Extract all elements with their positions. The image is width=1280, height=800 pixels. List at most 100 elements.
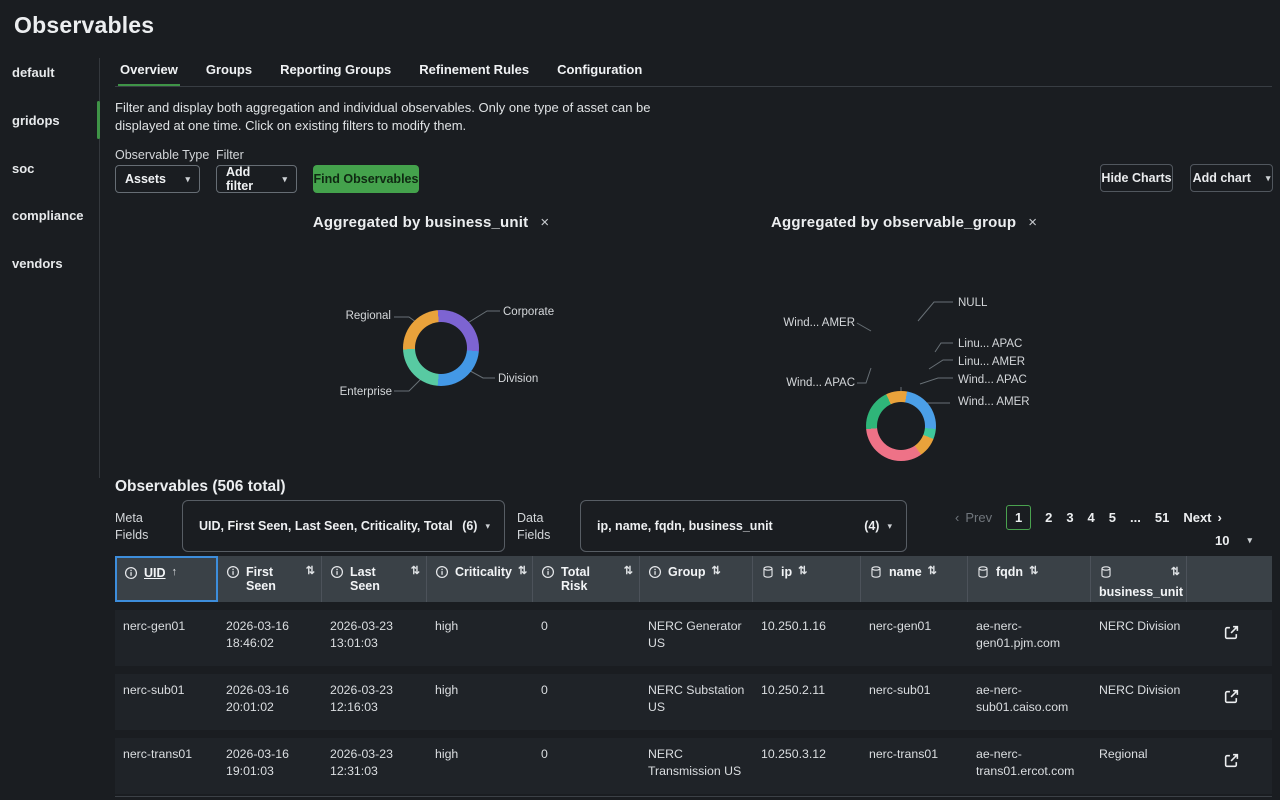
- cell-name: nerc-trans01: [861, 738, 968, 794]
- page-button-2[interactable]: 2: [1045, 510, 1052, 525]
- chart1-label-regional: Regional: [329, 310, 391, 322]
- cell-first-seen: 2026-03-16 18:46:02: [218, 610, 322, 666]
- column-header-business-unit[interactable]: ⇅ business_unit: [1091, 556, 1187, 602]
- column-header-fqdn[interactable]: fqdn ⇅: [968, 556, 1091, 602]
- info-icon: [226, 565, 240, 579]
- chart2-label-wind-apac: Wind... APAC: [958, 374, 1027, 386]
- meta-fields-count: (6): [462, 519, 477, 533]
- cell-fqdn: ae-nerc-gen01.pjm.com: [968, 610, 1091, 666]
- table-bottom-divider: [115, 796, 1272, 797]
- donut-chart-observable-group[interactable]: [866, 391, 936, 461]
- cell-first-seen: 2026-03-16 19:01:03: [218, 738, 322, 794]
- chevron-down-icon: ▾: [485, 521, 490, 532]
- meta-fields-value: UID, First Seen, Last Seen, Criticality,…: [199, 519, 454, 533]
- info-icon: [330, 565, 344, 579]
- info-icon: [435, 565, 449, 579]
- chevron-left-icon: ‹: [955, 510, 959, 525]
- column-header-ip[interactable]: ip ⇅: [753, 556, 861, 602]
- cell-name: nerc-sub01: [861, 674, 968, 730]
- observables-page: Observables default gridops soc complian…: [0, 0, 1280, 800]
- cell-group: NERC Transmission US: [640, 738, 753, 794]
- sort-icon: ⇅: [928, 565, 937, 578]
- info-icon: [648, 565, 662, 579]
- sort-icon: ⇅: [306, 565, 315, 578]
- chart2-label-linu-apac: Linu... APAC: [958, 338, 1022, 350]
- table-row: nerc-trans01 2026-03-16 19:01:03 2026-03…: [115, 738, 1272, 794]
- page-button-3[interactable]: 3: [1066, 510, 1073, 525]
- cell-total-risk: 0: [533, 610, 640, 666]
- cell-fqdn: ae-nerc-sub01.caiso.com: [968, 674, 1091, 730]
- observables-table: UID ↑ First Seen ⇅ Last Seen ⇅: [115, 556, 1272, 794]
- external-link-icon[interactable]: [1223, 624, 1241, 642]
- cell-last-seen: 2026-03-23 13:01:03: [322, 610, 427, 666]
- sort-icon: ⇅: [411, 565, 420, 578]
- page-size-select[interactable]: 10 ▾: [1215, 533, 1252, 548]
- cell-ip: 10.250.1.16: [753, 610, 861, 666]
- column-header-criticality[interactable]: Criticality ⇅: [427, 556, 533, 602]
- chart2-label-wind-amer-left: Wind... AMER: [780, 317, 855, 329]
- cell-criticality: high: [427, 738, 533, 794]
- cell-business-unit: Regional: [1091, 738, 1187, 794]
- cell-name: nerc-gen01: [861, 610, 968, 666]
- column-header-actions: [1187, 556, 1272, 602]
- info-icon: [124, 566, 138, 580]
- column-header-uid[interactable]: UID ↑: [115, 556, 218, 602]
- data-fields-select[interactable]: ip, name, fqdn, business_unit (4) ▾: [580, 500, 907, 552]
- cell-business-unit: NERC Division: [1091, 674, 1187, 730]
- chart1-label-enterprise: Enterprise: [320, 386, 392, 398]
- sort-asc-icon: ↑: [172, 566, 178, 579]
- chart2-label-linu-amer: Linu... AMER: [958, 356, 1025, 368]
- column-header-name[interactable]: name ⇅: [861, 556, 968, 602]
- cell-last-seen: 2026-03-23 12:16:03: [322, 674, 427, 730]
- cell-uid: nerc-sub01: [115, 674, 218, 730]
- page-size-value: 10: [1215, 533, 1229, 548]
- chart2-label-wind-amer: Wind... AMER: [958, 396, 1030, 408]
- cell-total-risk: 0: [533, 674, 640, 730]
- chevron-down-icon: ▾: [1247, 535, 1252, 546]
- column-header-last-seen[interactable]: Last Seen ⇅: [322, 556, 427, 602]
- column-header-first-seen[interactable]: First Seen ⇅: [218, 556, 322, 602]
- cell-total-risk: 0: [533, 738, 640, 794]
- chart1-label-corporate: Corporate: [503, 306, 554, 318]
- column-header-group[interactable]: Group ⇅: [640, 556, 753, 602]
- sort-icon: ⇅: [518, 565, 527, 578]
- table-row: nerc-sub01 2026-03-16 20:01:02 2026-03-2…: [115, 674, 1272, 730]
- meta-fields-label: Meta Fields: [115, 510, 161, 544]
- page-ellipsis: ...: [1130, 510, 1141, 525]
- cell-criticality: high: [427, 674, 533, 730]
- chart1-label-division: Division: [498, 373, 538, 385]
- info-icon: [541, 565, 555, 579]
- sort-icon: ⇅: [798, 565, 807, 578]
- next-page-button[interactable]: Next ›: [1183, 510, 1222, 525]
- cell-criticality: high: [427, 610, 533, 666]
- external-link-icon[interactable]: [1223, 752, 1241, 770]
- table-row: nerc-gen01 2026-03-16 18:46:02 2026-03-2…: [115, 610, 1272, 666]
- sort-icon: ⇅: [712, 565, 721, 578]
- page-button-4[interactable]: 4: [1088, 510, 1095, 525]
- database-icon: [761, 565, 775, 579]
- page-button-51[interactable]: 51: [1155, 510, 1169, 525]
- sort-icon: ⇅: [1171, 566, 1180, 579]
- external-link-icon[interactable]: [1223, 688, 1241, 706]
- pagination: ‹ Prev 1 2 3 4 5 ... 51 Next ›: [955, 505, 1222, 530]
- observables-heading: Observables (506 total): [115, 478, 286, 496]
- data-fields-label: Data Fields: [517, 510, 563, 544]
- cell-business-unit: NERC Division: [1091, 610, 1187, 666]
- prev-page-button[interactable]: ‹ Prev: [955, 510, 992, 525]
- cell-uid: nerc-gen01: [115, 610, 218, 666]
- cell-group: NERC Substation US: [640, 674, 753, 730]
- donut-hole: [877, 402, 925, 450]
- data-fields-count: (4): [864, 519, 879, 533]
- donut-chart-business-unit[interactable]: [403, 310, 479, 386]
- cell-uid: nerc-trans01: [115, 738, 218, 794]
- sort-icon: ⇅: [1029, 565, 1038, 578]
- cell-ip: 10.250.2.11: [753, 674, 861, 730]
- page-button-5[interactable]: 5: [1109, 510, 1116, 525]
- page-button-1[interactable]: 1: [1006, 505, 1031, 530]
- cell-ip: 10.250.3.12: [753, 738, 861, 794]
- meta-fields-select[interactable]: UID, First Seen, Last Seen, Criticality,…: [182, 500, 505, 552]
- column-header-total-risk[interactable]: Total Risk ⇅: [533, 556, 640, 602]
- cell-fqdn: ae-nerc-trans01.ercot.com: [968, 738, 1091, 794]
- chart2-label-wind-apac-left: Wind... APAC: [780, 377, 855, 389]
- cell-group: NERC Generator US: [640, 610, 753, 666]
